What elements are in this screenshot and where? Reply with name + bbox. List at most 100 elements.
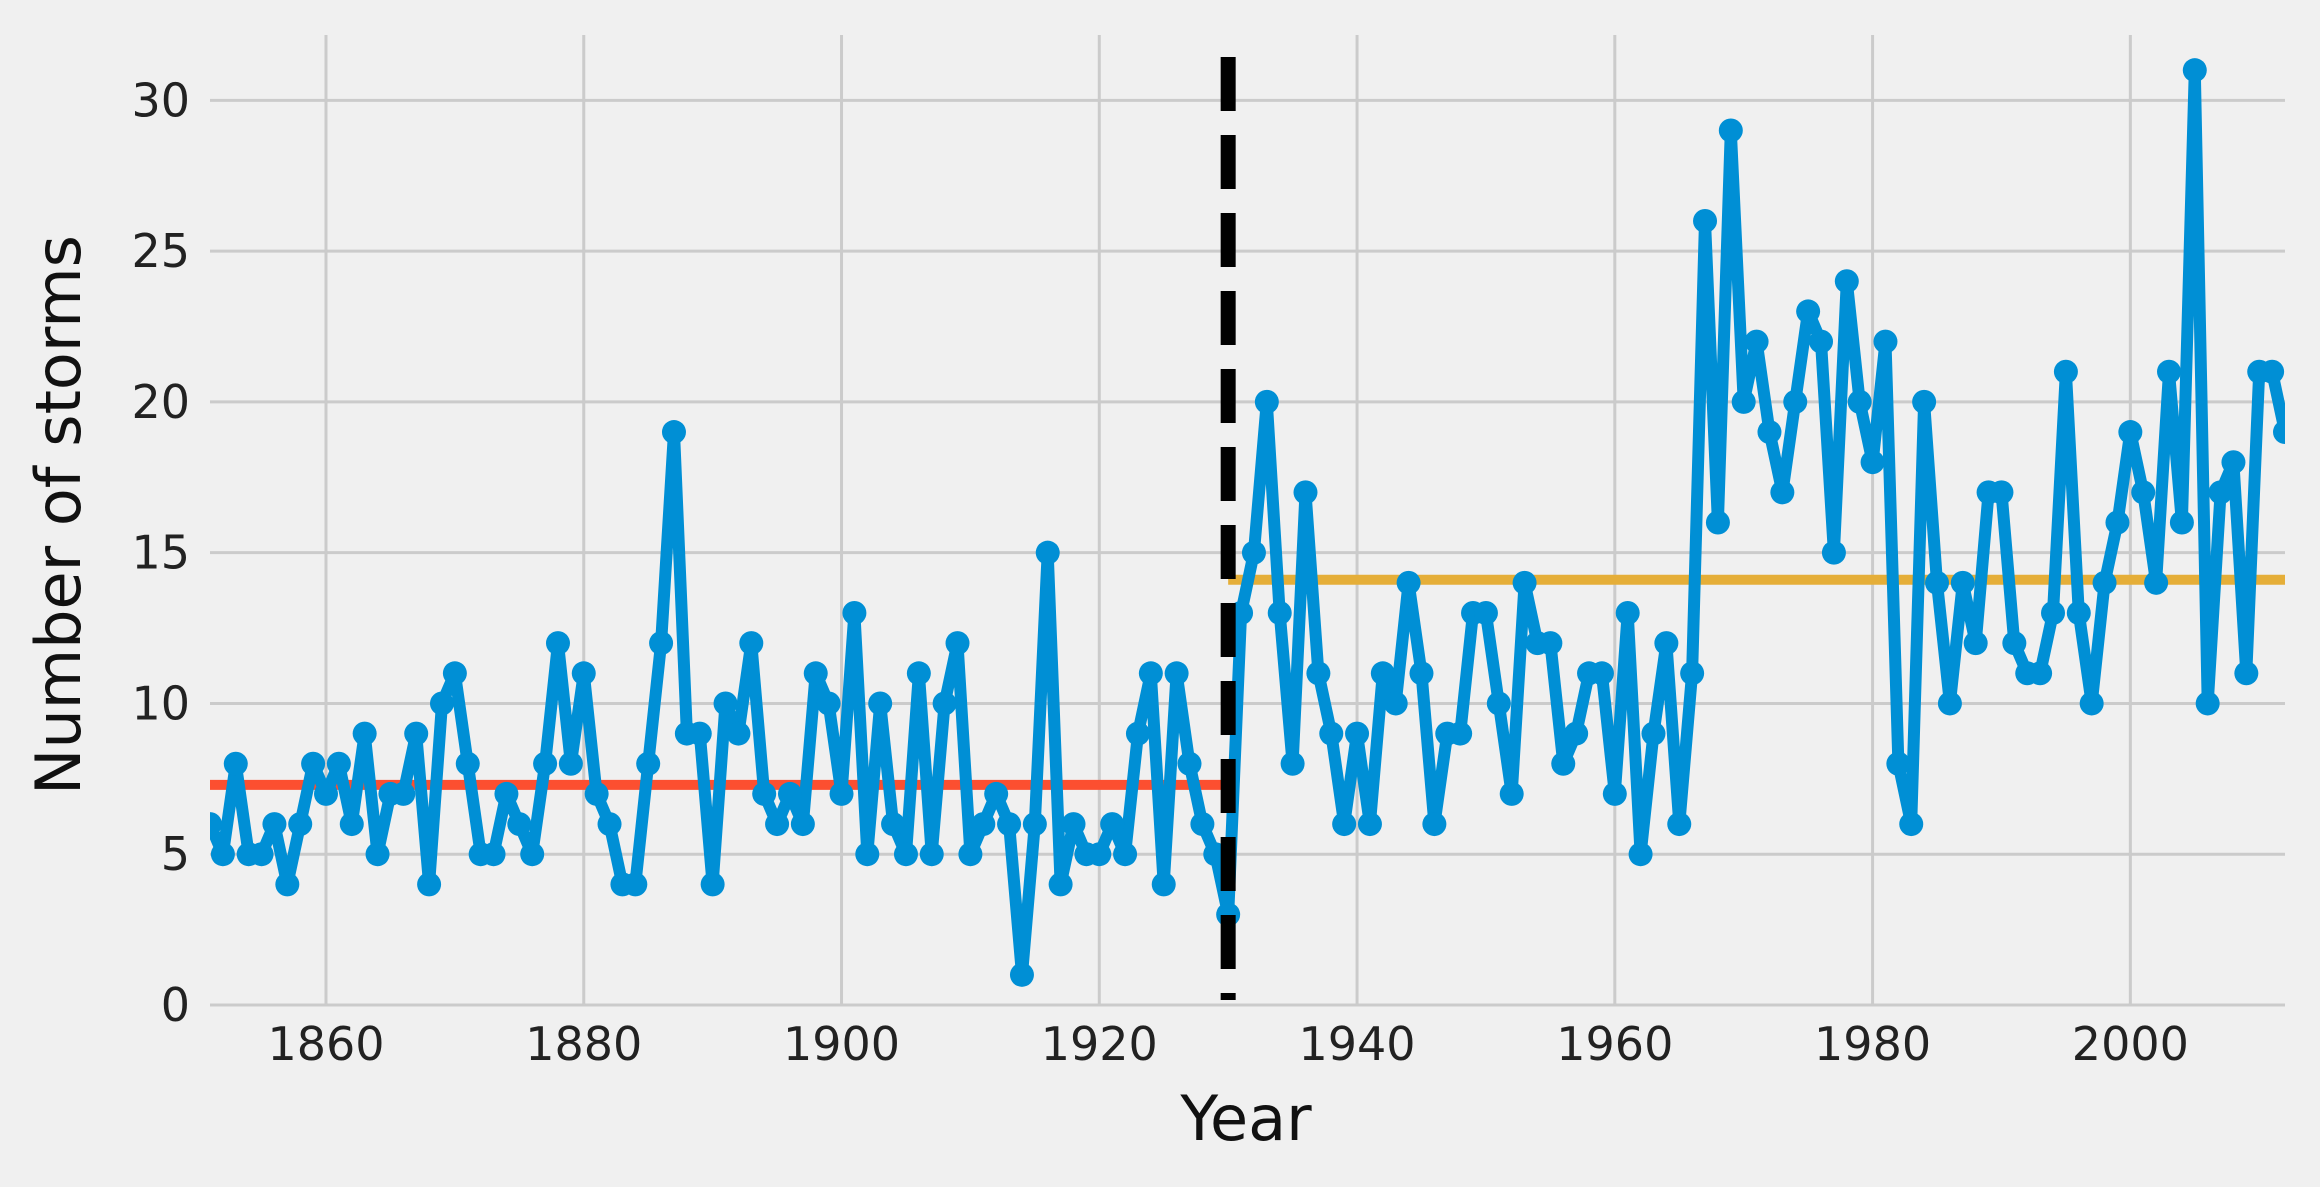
data-point xyxy=(2221,450,2246,475)
data-point xyxy=(1087,842,1112,867)
data-point xyxy=(1615,600,1640,625)
data-point xyxy=(2002,631,2027,656)
data-point xyxy=(391,781,416,806)
data-point xyxy=(1254,389,1279,414)
y-tick-label: 10 xyxy=(131,676,190,730)
data-point xyxy=(1744,329,1769,354)
data-point xyxy=(584,781,609,806)
data-point xyxy=(545,631,570,656)
data-point xyxy=(1796,299,1821,324)
data-point xyxy=(223,751,248,776)
data-point xyxy=(1267,600,1292,625)
data-point xyxy=(623,872,648,897)
data-point xyxy=(932,691,957,716)
data-point xyxy=(1937,691,1962,716)
data-point xyxy=(571,661,596,686)
data-point xyxy=(1190,812,1215,837)
data-point xyxy=(455,751,480,776)
data-point xyxy=(2273,420,2285,445)
data-point xyxy=(1396,570,1421,595)
data-point xyxy=(301,751,326,776)
x-tick-label: 1980 xyxy=(1814,1017,1931,1071)
data-point xyxy=(1048,872,1073,897)
data-point xyxy=(752,781,777,806)
data-point xyxy=(1422,812,1447,837)
data-point xyxy=(365,842,390,867)
data-point xyxy=(1538,631,1563,656)
y-tick-label: 30 xyxy=(131,73,190,127)
x-tick-label: 1960 xyxy=(1556,1017,1673,1071)
data-point xyxy=(1319,721,1344,746)
series-line xyxy=(210,64,2285,981)
data-point xyxy=(906,661,931,686)
data-point xyxy=(494,781,519,806)
data-point xyxy=(1847,389,1872,414)
data-point xyxy=(2041,600,2066,625)
data-point xyxy=(919,842,944,867)
data-point xyxy=(1035,540,1060,565)
data-point xyxy=(558,751,583,776)
data-point xyxy=(1886,751,1911,776)
data-point xyxy=(1499,781,1524,806)
data-point xyxy=(1306,661,1331,686)
data-point xyxy=(275,872,300,897)
data-point xyxy=(1705,510,1730,535)
data-point xyxy=(481,842,506,867)
series-group xyxy=(210,58,2285,987)
data-point xyxy=(249,842,274,867)
data-point xyxy=(958,842,983,867)
data-point xyxy=(700,872,725,897)
data-point xyxy=(1809,329,1834,354)
y-tick-label: 5 xyxy=(161,827,190,881)
x-tick-label: 1880 xyxy=(525,1017,642,1071)
data-point xyxy=(1409,661,1434,686)
data-point xyxy=(1757,420,1782,445)
data-point xyxy=(997,812,1022,837)
data-point xyxy=(1989,480,2014,505)
data-point xyxy=(1963,631,1988,656)
data-point xyxy=(1345,721,1370,746)
data-point xyxy=(1100,812,1125,837)
data-point xyxy=(429,691,454,716)
data-point xyxy=(1628,842,1653,867)
data-point xyxy=(1473,600,1498,625)
data-point xyxy=(507,812,532,837)
data-point xyxy=(2118,420,2143,445)
y-axis-label: Number of storms xyxy=(22,235,95,795)
data-point xyxy=(1564,721,1589,746)
data-point xyxy=(971,812,996,837)
data-point xyxy=(842,600,867,625)
data-point xyxy=(1512,570,1537,595)
data-point xyxy=(417,872,442,897)
x-tick-label: 1860 xyxy=(267,1017,384,1071)
data-point xyxy=(1177,751,1202,776)
data-point xyxy=(713,691,738,716)
data-point xyxy=(1680,661,1705,686)
data-point xyxy=(1667,812,1692,837)
x-axis-label: Year xyxy=(1179,1082,1312,1155)
data-point xyxy=(597,812,622,837)
data-point xyxy=(442,661,467,686)
data-point xyxy=(1383,691,1408,716)
y-tick-label: 0 xyxy=(161,978,190,1032)
data-point xyxy=(1641,721,1666,746)
data-point xyxy=(1860,450,1885,475)
data-point xyxy=(2144,570,2169,595)
data-point xyxy=(1925,570,1950,595)
data-point xyxy=(2053,359,2078,384)
x-tick-label: 2000 xyxy=(2072,1017,2189,1071)
data-point xyxy=(1293,480,1318,505)
data-point xyxy=(945,631,970,656)
data-point xyxy=(326,751,351,776)
data-point xyxy=(1783,389,1808,414)
data-point xyxy=(1241,540,1266,565)
data-point xyxy=(2260,359,2285,384)
data-point xyxy=(2169,510,2194,535)
x-tick-label: 1940 xyxy=(1299,1017,1416,1071)
data-point xyxy=(2079,691,2104,716)
data-point xyxy=(636,751,661,776)
data-point xyxy=(1950,570,1975,595)
data-point xyxy=(1589,661,1614,686)
data-point xyxy=(1280,751,1305,776)
